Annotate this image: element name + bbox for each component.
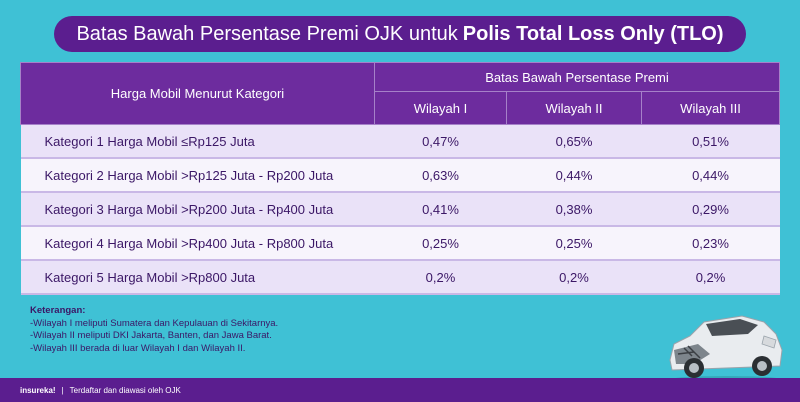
damaged-car-image — [668, 315, 784, 384]
row-value: 0,47% — [374, 124, 507, 159]
footer-text: Terdaftar dan diawasi oleh OJK — [69, 385, 181, 395]
table-row: Kategori 3 Harga Mobil >Rp200 Juta - Rp4… — [20, 192, 780, 227]
header-region-1: Wilayah I — [374, 91, 507, 125]
header-category: Harga Mobil Menurut Kategori — [20, 62, 375, 125]
row-value: 0,2% — [641, 260, 780, 295]
row-value: 0,51% — [641, 124, 780, 159]
premium-table: Harga Mobil Menurut Kategori Batas Bawah… — [20, 62, 781, 295]
row-value: 0,2% — [374, 260, 507, 295]
row-category: Kategori 5 Harga Mobil >Rp800 Juta — [20, 260, 375, 295]
notes-heading: Keterangan: — [30, 305, 86, 316]
table-row: Kategori 2 Harga Mobil >Rp125 Juta - Rp2… — [20, 158, 780, 193]
footer-separator: | — [61, 385, 64, 395]
row-value: 0,44% — [641, 158, 780, 193]
row-value: 0,25% — [374, 226, 507, 261]
title-bold: Polis Total Loss Only (TLO) — [462, 22, 724, 45]
row-value: 0,38% — [506, 192, 642, 227]
row-value: 0,2% — [506, 260, 642, 295]
notes: Keterangan: -Wilayah I meliputi Sumatera… — [30, 305, 278, 355]
header-region-2: Wilayah II — [506, 91, 642, 125]
header-region-3: Wilayah III — [640, 91, 781, 125]
header-group: Batas Bawah Persentase Premi — [373, 62, 781, 92]
row-value: 0,41% — [374, 192, 507, 227]
row-value: 0,25% — [506, 226, 642, 261]
note-line: -Wilayah I meliputi Sumatera dan Kepulau… — [30, 317, 279, 329]
row-value: 0,63% — [374, 158, 507, 193]
brand-logo: insureka! — [20, 385, 56, 395]
note-line: -Wilayah III berada di luar Wilayah I da… — [30, 342, 246, 354]
table-row: Kategori 1 Harga Mobil ≤Rp125 Juta 0,47%… — [20, 124, 780, 159]
row-value: 0,65% — [506, 124, 642, 159]
page-title: Batas Bawah Persentase Premi OJK untuk P… — [54, 16, 746, 52]
row-category: Kategori 4 Harga Mobil >Rp400 Juta - Rp8… — [20, 226, 375, 261]
row-value: 0,44% — [506, 158, 642, 193]
row-category: Kategori 2 Harga Mobil >Rp125 Juta - Rp2… — [20, 158, 375, 193]
note-line: -Wilayah II meliputi DKI Jakarta, Banten… — [30, 330, 272, 341]
row-category: Kategori 1 Harga Mobil ≤Rp125 Juta — [20, 124, 375, 159]
table-row: Kategori 4 Harga Mobil >Rp400 Juta - Rp8… — [20, 226, 780, 261]
table-row: Kategori 5 Harga Mobil >Rp800 Juta 0,2% … — [20, 260, 780, 295]
row-value: 0,23% — [641, 226, 780, 261]
row-category: Kategori 3 Harga Mobil >Rp200 Juta - Rp4… — [20, 192, 375, 227]
row-value: 0,29% — [641, 192, 780, 227]
footer: insureka! | Terdaftar dan diawasi oleh O… — [0, 378, 800, 402]
title-normal: Batas Bawah Persentase Premi OJK untuk — [76, 22, 458, 45]
